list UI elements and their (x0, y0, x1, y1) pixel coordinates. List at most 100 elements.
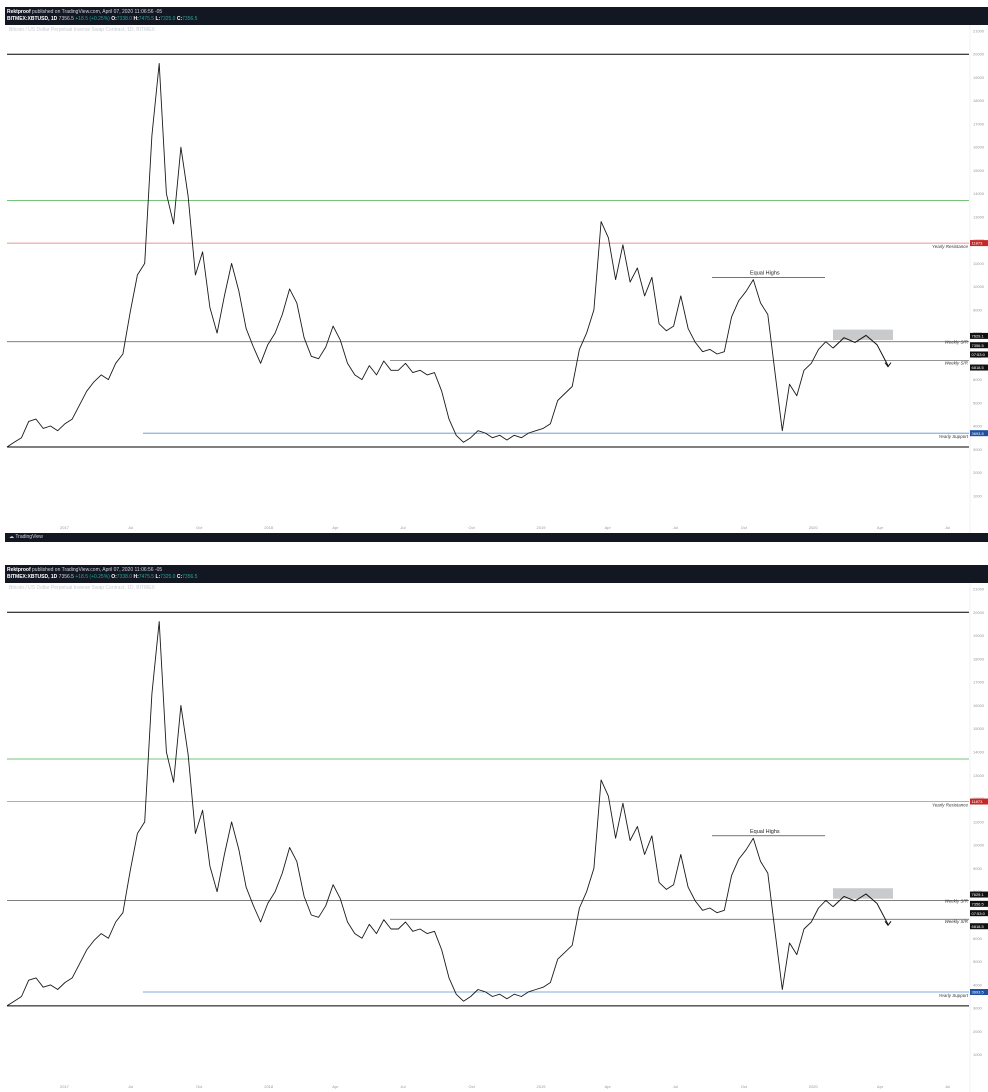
open-value: 7338.0 (116, 574, 133, 580)
price-axis-tick: 16000 (973, 703, 985, 708)
price-axis-tick: 16000 (973, 145, 985, 150)
author-name[interactable]: Rektproof (7, 9, 31, 15)
time-axis-tick: Apr (877, 525, 884, 530)
yearly-resistance-label: Yearly Resistance (932, 244, 969, 249)
price-change: +18.5 (+0.25%) (75, 574, 110, 580)
chart-header: Rektproof published on TradingView.com, … (5, 7, 988, 25)
price-tag-1-bg (970, 332, 988, 339)
price-tag-2-bg (970, 342, 988, 349)
time-axis-tick: 2018 (264, 525, 274, 530)
high-value: 7475.5 (138, 574, 155, 580)
chart-panel-2: Rektproof published on TradingView.com, … (5, 565, 988, 1092)
time-axis-tick: Oct (741, 525, 748, 530)
support-price-tag: 3693.5 (972, 990, 985, 995)
price-axis-tick: 18000 (973, 656, 985, 661)
price-tag-3-bg (970, 910, 988, 917)
time-axis-tick: 2020 (809, 525, 819, 530)
time-axis-tick: Oct (468, 1084, 475, 1089)
price-axis-tick: 11000 (973, 819, 985, 824)
ticker: BITMEX:XBTUSD, 1D (7, 16, 58, 22)
price-tag-4-bg (970, 364, 988, 371)
resistance-price-tag-bg (970, 798, 988, 805)
weekly-sr-label-2: Weekly S/R (945, 361, 969, 366)
close-value: 7356.5 (182, 574, 198, 580)
price-axis-tick: 6000 (973, 936, 983, 941)
price-axis-tick: 13000 (973, 773, 985, 778)
resistance-price-tag: 11873 (972, 241, 984, 246)
published-info: published on TradingView.com, April 07, … (32, 567, 163, 573)
price-tag-3-bg (970, 351, 988, 358)
price-tag-1: 7629.1 (972, 334, 985, 339)
price-axis-tick: 17000 (973, 680, 985, 685)
close-value: 7356.5 (182, 16, 198, 22)
equal-highs-label: Equal Highs (750, 270, 780, 276)
projection-path (832, 893, 889, 925)
price-axis-tick: 15000 (973, 168, 985, 173)
price-change: +18.5 (+0.25%) (75, 16, 110, 22)
price-axis-tick: 17000 (973, 121, 985, 126)
time-axis-tick: Apr (605, 525, 612, 530)
ticker: BITMEX:XBTUSD, 1D (7, 574, 58, 580)
resistance-zone (833, 888, 893, 899)
price-series-line (6, 63, 834, 448)
time-axis-tick: Oct (196, 525, 203, 530)
price-tag-2-bg (970, 900, 988, 907)
price-chart[interactable]: 1000200030004000500060007000800090001000… (5, 25, 988, 533)
price-axis-tick: 15000 (973, 726, 985, 731)
last-price: 7356.5 (58, 574, 74, 580)
time-axis-tick: Oct (196, 1084, 203, 1089)
price-tag-2: 7356.5 (972, 343, 985, 348)
price-axis-tick: 20000 (973, 52, 985, 57)
low-value: 7325.0 (160, 16, 176, 22)
open-value: 7338.0 (116, 16, 133, 22)
price-axis-tick: 4000 (973, 424, 983, 429)
price-chart[interactable]: 1000200030004000500060007000800090001000… (5, 583, 988, 1092)
projection-path (832, 334, 889, 366)
price-axis-tick: 14000 (973, 191, 985, 196)
price-tag-1-bg (970, 891, 988, 898)
price-axis-tick: 2000 (973, 470, 983, 475)
price-axis-tick: 19000 (973, 633, 985, 638)
price-tag-3: 07:53:0 (972, 352, 986, 357)
time-axis-tick: Jul (128, 525, 133, 530)
price-axis-tick: 14000 (973, 750, 985, 755)
price-axis-tick: 5000 (973, 400, 983, 405)
price-axis-tick: 11000 (973, 261, 985, 266)
chart-header: Rektproof published on TradingView.com, … (5, 565, 988, 583)
time-axis-tick: 2017 (60, 525, 70, 530)
price-axis-tick: 9000 (973, 307, 983, 312)
time-axis-tick: 2019 (537, 1084, 547, 1089)
price-axis-tick: 1000 (973, 1052, 983, 1057)
equal-highs-label: Equal Highs (750, 829, 780, 835)
cloud-icon: ☁ (9, 534, 14, 540)
price-axis-tick: 4000 (973, 982, 983, 987)
price-axis-tick: 3000 (973, 447, 983, 452)
resistance-price-tag: 11873 (972, 799, 984, 804)
chart-panel-1: Rektproof published on TradingView.com, … (5, 7, 988, 542)
low-value: 7325.0 (160, 574, 176, 580)
plot-area[interactable]: 1000200030004000500060007000800090001000… (5, 25, 988, 533)
time-axis-tick: Jul (673, 1084, 678, 1089)
time-axis-tick: 2017 (60, 1084, 70, 1089)
symbol-description: Bitcoin / US Dollar Perpetual Inverse Sw… (9, 27, 155, 33)
brand-label[interactable]: TradingView (15, 534, 43, 540)
plot-area[interactable]: 1000200030004000500060007000800090001000… (5, 583, 988, 1092)
price-series-line (6, 621, 834, 1007)
price-tag-4: 6818.5 (972, 365, 985, 370)
weekly-sr-label-2: Weekly S/R (945, 919, 969, 924)
price-axis-tick: 21000 (973, 29, 985, 34)
price-axis-tick: 21000 (973, 587, 985, 592)
time-axis-tick: Jul (128, 1084, 133, 1089)
high-value: 7475.5 (138, 16, 155, 22)
author-name[interactable]: Rektproof (7, 567, 31, 573)
weekly-sr-label-1: Weekly S/R (945, 340, 969, 345)
time-axis-tick: Apr (605, 1084, 612, 1089)
price-axis-tick: 20000 (973, 610, 985, 615)
support-price-tag-bg (970, 989, 988, 996)
price-axis-tick: 3000 (973, 1006, 983, 1011)
published-info: published on TradingView.com, April 07, … (32, 9, 163, 15)
time-axis-tick: Jul (400, 1084, 405, 1089)
time-axis-tick: 2019 (537, 525, 547, 530)
yearly-support-label: Yearly Support (938, 434, 968, 439)
price-axis-tick: 2000 (973, 1029, 983, 1034)
